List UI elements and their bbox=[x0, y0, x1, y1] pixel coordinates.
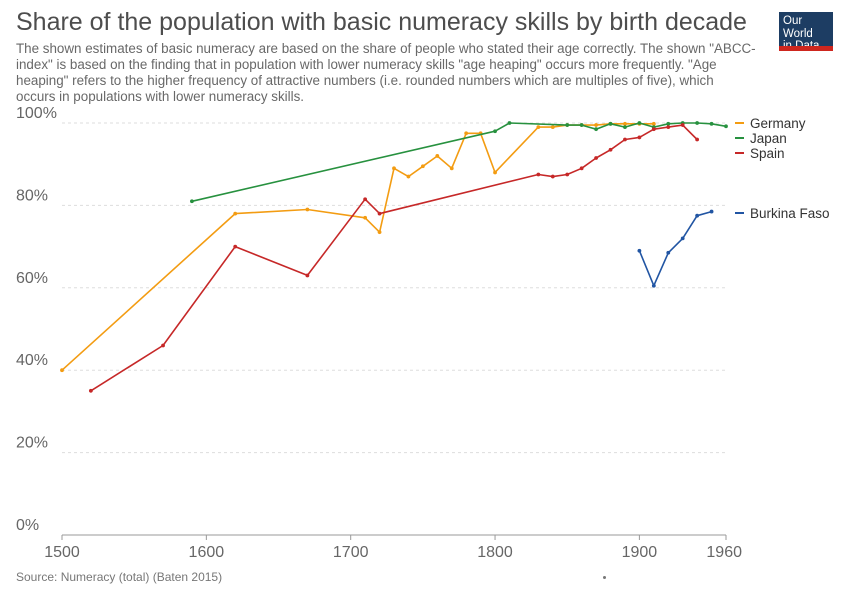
data-point-spain bbox=[88, 388, 93, 393]
y-tick-label: 100% bbox=[16, 105, 57, 122]
data-point-germany bbox=[449, 166, 454, 171]
data-point-japan bbox=[623, 125, 627, 130]
series-line-germany bbox=[61, 123, 654, 371]
data-point-germany bbox=[60, 368, 64, 373]
x-tick-label: 1800 bbox=[477, 544, 513, 560]
data-point-japan bbox=[637, 121, 642, 125]
series-line-spain bbox=[90, 124, 698, 392]
data-point-spain bbox=[161, 343, 165, 348]
data-point-germany bbox=[464, 131, 469, 136]
data-point-germany bbox=[420, 164, 425, 169]
data-point-spain bbox=[608, 147, 613, 152]
x-tick-label: 1960 bbox=[706, 544, 742, 560]
owid-logo[interactable]: Our World in Data bbox=[779, 12, 833, 52]
data-point-spain bbox=[305, 273, 310, 278]
data-point-burkina-faso bbox=[666, 250, 671, 255]
source-note: Source: Numeracy (total) (Baten 2015) bbox=[16, 570, 223, 584]
data-point-spain bbox=[233, 244, 238, 249]
data-point-spain bbox=[579, 166, 584, 171]
legend-label-spain: Spain bbox=[750, 146, 785, 161]
y-tick-label: 20% bbox=[16, 435, 48, 452]
y-tick-label: 0% bbox=[16, 517, 39, 534]
data-point-burkina-faso bbox=[637, 248, 642, 253]
data-point-japan bbox=[695, 121, 700, 125]
data-point-germany bbox=[594, 123, 598, 127]
data-point-japan bbox=[709, 121, 714, 126]
data-point-spain bbox=[637, 135, 642, 140]
data-point-spain bbox=[695, 137, 700, 142]
series-line-japan bbox=[191, 122, 727, 203]
data-point-germany bbox=[233, 211, 238, 216]
x-tick-label: 1500 bbox=[44, 544, 80, 560]
data-point-germany bbox=[406, 174, 411, 179]
data-point-germany bbox=[305, 207, 310, 212]
data-point-japan bbox=[666, 121, 671, 126]
data-point-germany bbox=[623, 121, 627, 126]
data-point-germany bbox=[392, 166, 396, 171]
data-point-burkina-faso bbox=[651, 283, 656, 288]
data-point-germany bbox=[651, 121, 656, 126]
data-point-japan bbox=[594, 127, 598, 132]
legend-label-germany: Germany bbox=[750, 116, 806, 131]
series-line-burkina-faso bbox=[638, 210, 712, 287]
y-tick-label: 60% bbox=[16, 270, 48, 287]
data-point-japan bbox=[507, 121, 512, 125]
data-point-germany bbox=[435, 154, 440, 158]
chart-subtitle: The shown estimates of basic numeracy ar… bbox=[16, 41, 756, 104]
x-tick-label: 1700 bbox=[333, 544, 369, 560]
legend-label-japan: Japan bbox=[750, 131, 787, 146]
data-point-japan bbox=[190, 199, 194, 204]
legend-label-burkina-faso: Burkina Faso bbox=[750, 206, 830, 221]
data-point-germany bbox=[377, 230, 382, 235]
data-point-spain bbox=[623, 137, 627, 142]
data-point-burkina-faso bbox=[695, 213, 700, 218]
data-point-germany bbox=[550, 125, 555, 130]
data-point-germany bbox=[536, 125, 541, 130]
data-point-germany bbox=[363, 215, 368, 220]
logo-line-1: Our World bbox=[783, 15, 813, 40]
data-point-burkina-faso bbox=[680, 236, 685, 241]
x-tick-label: 1900 bbox=[622, 544, 658, 560]
chart-title: Share of the population with basic numer… bbox=[16, 8, 747, 36]
data-point-spain bbox=[536, 172, 541, 177]
data-point-spain bbox=[363, 197, 368, 202]
data-point-spain bbox=[550, 174, 555, 179]
data-point-burkina-faso bbox=[709, 209, 714, 214]
data-point-japan bbox=[724, 124, 728, 129]
footer-dot bbox=[603, 576, 606, 579]
line-chart: 0% 20% 40% 60% 80% 100% 1500 1600 1700 1800 1900 19… bbox=[16, 105, 830, 560]
data-point-spain bbox=[565, 172, 570, 177]
logo-accent-bar bbox=[779, 46, 833, 51]
data-point-japan bbox=[608, 121, 613, 126]
y-tick-label: 80% bbox=[16, 187, 48, 204]
data-point-japan bbox=[565, 123, 570, 127]
data-point-germany bbox=[493, 170, 497, 175]
data-point-spain bbox=[680, 123, 685, 127]
x-tick-label: 1600 bbox=[189, 544, 225, 560]
y-tick-label: 40% bbox=[16, 352, 48, 369]
data-point-japan bbox=[493, 129, 497, 134]
data-point-spain bbox=[651, 127, 656, 132]
data-point-spain bbox=[377, 211, 382, 216]
data-point-spain bbox=[594, 156, 598, 160]
data-point-spain bbox=[666, 125, 671, 130]
data-point-japan bbox=[579, 123, 584, 127]
